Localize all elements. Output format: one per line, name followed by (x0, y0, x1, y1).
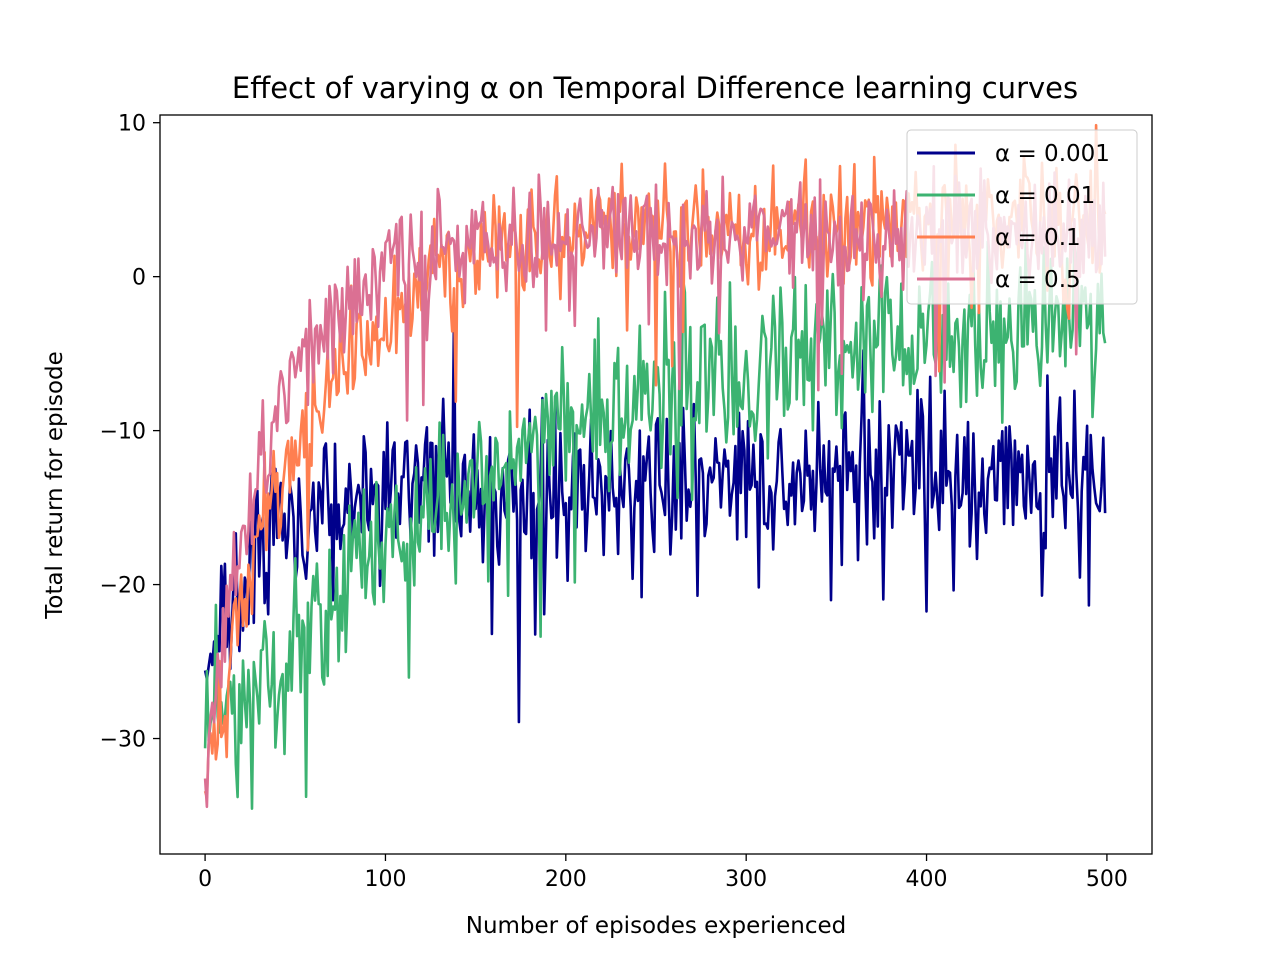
x-tick-label: 300 (725, 867, 767, 892)
x-axis-label: Number of episodes experienced (466, 913, 847, 939)
series-line (203, 311, 1107, 724)
legend-box (906, 129, 1138, 305)
y-tick-label: −30 (100, 728, 146, 753)
y-tick-label: −20 (100, 574, 146, 599)
legend: α = 0.001 α = 0.01 α = 0.1 α = 0.5 (906, 129, 1138, 305)
legend-label: α = 0.5 (995, 267, 1081, 293)
legend-label: α = 0.01 (995, 183, 1095, 209)
x-tick-label: 500 (1086, 867, 1128, 892)
chart-title: Effect of varying α on Temporal Differen… (232, 71, 1078, 105)
x-tick-label: 400 (906, 867, 948, 892)
y-axis: 10 0 −10 −20 −30 (100, 112, 160, 753)
y-tick-label: −10 (100, 420, 146, 445)
legend-label: α = 0.001 (995, 141, 1110, 167)
x-tick-label: 100 (364, 867, 406, 892)
legend-label: α = 0.1 (995, 225, 1081, 251)
x-axis: 0 100 200 300 400 500 (198, 854, 1128, 892)
plot-frame (159, 114, 1153, 855)
y-tick-label: 0 (132, 266, 146, 291)
x-tick-label: 0 (198, 867, 212, 892)
y-tick-label: 10 (118, 112, 146, 137)
x-tick-label: 200 (545, 867, 587, 892)
y-axis-label: Total return for episode (42, 351, 68, 620)
